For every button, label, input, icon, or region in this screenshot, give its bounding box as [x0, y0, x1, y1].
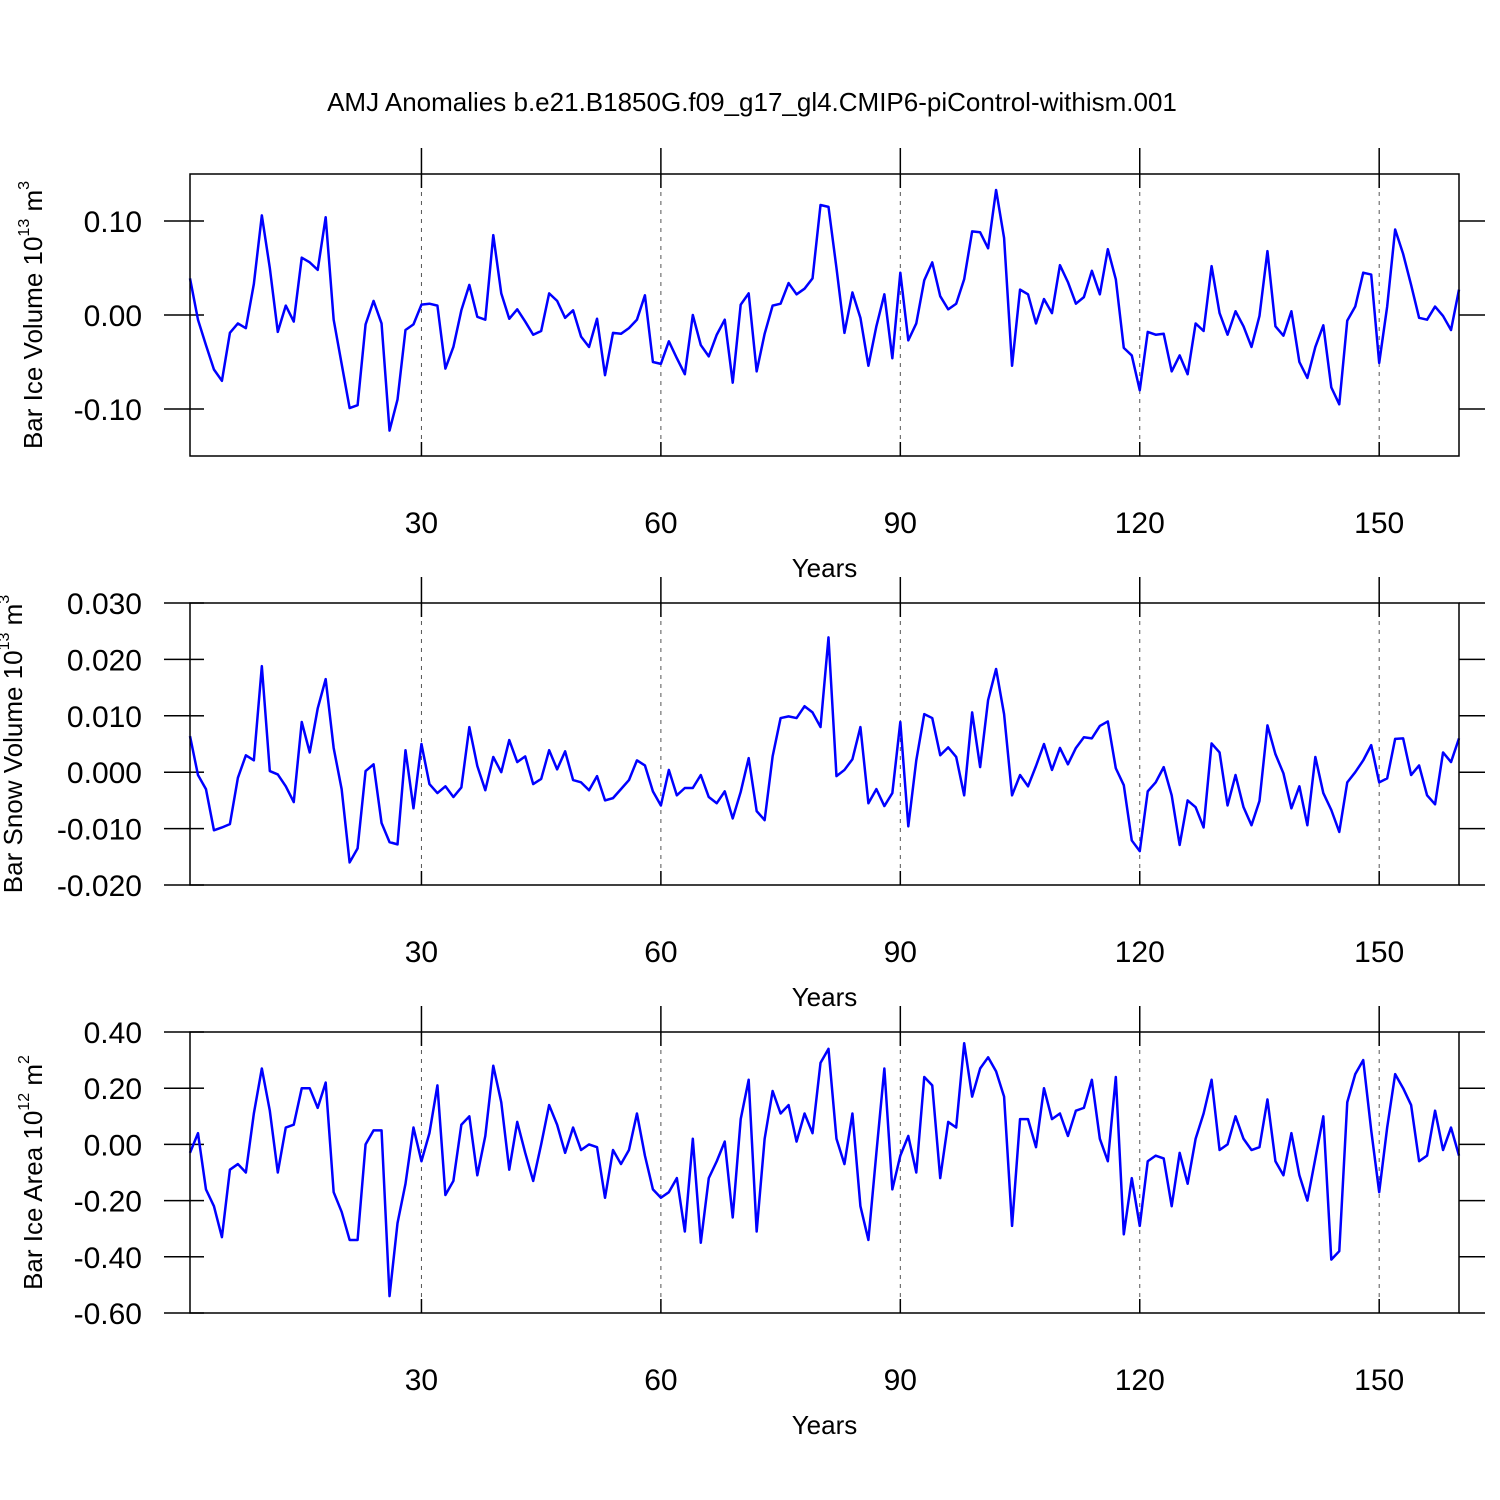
y-axis-label-part: m	[18, 1064, 48, 1093]
y-axis-label-part: 3	[0, 595, 13, 604]
x-axis-label: Years	[792, 553, 858, 583]
x-tick-label: 30	[405, 936, 438, 969]
x-tick-label: 90	[884, 507, 917, 540]
x-tick-label: 150	[1354, 936, 1404, 969]
y-axis-label: Bar Ice Volume 1013 m3	[16, 181, 48, 449]
x-tick-label: 120	[1115, 507, 1165, 540]
y-axis-label-part: m	[0, 604, 28, 633]
y-tick-label: -0.010	[57, 814, 142, 847]
x-tick-label: 60	[644, 1364, 677, 1397]
x-tick-label: 90	[884, 1364, 917, 1397]
x-tick-label: 60	[644, 936, 677, 969]
x-tick-label: 30	[405, 1364, 438, 1397]
y-tick-label: 0.00	[84, 1129, 142, 1162]
y-tick-label: -0.020	[57, 870, 142, 903]
y-tick-label: 0.020	[67, 644, 142, 677]
y-tick-label: 0.40	[84, 1017, 142, 1050]
data-line	[188, 1041, 1461, 1298]
y-axis-label-part: 13	[16, 219, 33, 237]
x-tick-label: 120	[1115, 1364, 1165, 1397]
y-axis-label-part: 3	[16, 181, 33, 190]
x-tick-label: 60	[644, 507, 677, 540]
y-tick-label: -0.40	[74, 1242, 142, 1275]
x-tick-label: 90	[884, 936, 917, 969]
y-tick-label: 0.010	[67, 701, 142, 734]
y-axis-label-part: Bar Ice Volume 10	[18, 237, 48, 449]
y-axis-label: Bar Snow Volume 1013 m3	[0, 595, 28, 894]
y-axis-label-part: 2	[16, 1055, 33, 1064]
y-axis-label: Bar Ice Area 1012 m2	[16, 1055, 48, 1290]
y-axis-label-part: Bar Ice Area 10	[18, 1111, 48, 1290]
y-tick-label: 0.030	[67, 588, 142, 621]
x-axis-label: Years	[792, 1410, 858, 1440]
plot-frame	[189, 602, 1460, 886]
x-tick-label: 150	[1354, 1364, 1404, 1397]
y-tick-label: 0.10	[84, 206, 142, 239]
y-tick-label: -0.10	[74, 394, 142, 427]
plot-frame	[189, 173, 1460, 457]
y-tick-label: -0.60	[74, 1298, 142, 1331]
x-tick-label: 30	[405, 507, 438, 540]
plot-frame	[189, 1031, 1460, 1314]
y-tick-label: -0.20	[74, 1186, 142, 1219]
y-axis-label-part: Bar Snow Volume 10	[0, 650, 28, 893]
y-tick-label: 0.20	[84, 1073, 142, 1106]
data-line	[188, 188, 1461, 432]
x-axis-label: Years	[792, 982, 858, 1012]
y-tick-label: 0.000	[67, 757, 142, 790]
chart-title: AMJ Anomalies b.e21.B1850G.f09_g17_gl4.C…	[327, 87, 1177, 117]
x-tick-label: 120	[1115, 936, 1165, 969]
y-tick-label: 0.00	[84, 300, 142, 333]
y-axis-label-part: m	[18, 190, 48, 219]
x-tick-label: 150	[1354, 507, 1404, 540]
y-axis-label-part: 13	[0, 632, 13, 650]
y-axis-label-part: 12	[16, 1093, 33, 1111]
data-line	[188, 636, 1461, 864]
